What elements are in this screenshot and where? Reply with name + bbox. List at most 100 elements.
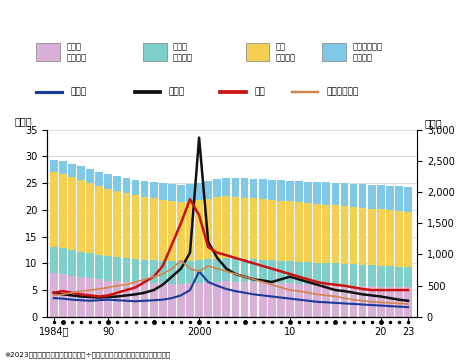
Bar: [50, 247, 58, 273]
Bar: [159, 261, 167, 283]
Bar: [168, 201, 176, 261]
Bar: [141, 283, 148, 317]
Bar: [313, 182, 321, 204]
Bar: [222, 177, 230, 196]
Bar: [395, 211, 403, 267]
Bar: [186, 283, 194, 317]
Bar: [250, 179, 257, 198]
Bar: [104, 280, 112, 317]
Bar: [377, 266, 384, 287]
Bar: [250, 198, 257, 259]
Bar: [304, 284, 312, 317]
FancyBboxPatch shape: [36, 43, 60, 61]
Bar: [141, 181, 148, 197]
Bar: [168, 184, 176, 201]
Bar: [286, 283, 294, 317]
Bar: [241, 178, 248, 198]
Bar: [95, 172, 103, 186]
Bar: [150, 283, 157, 317]
Bar: [222, 258, 230, 281]
Bar: [86, 253, 94, 278]
Bar: [295, 202, 303, 262]
Bar: [286, 181, 294, 202]
Bar: [168, 284, 176, 317]
Bar: [204, 260, 212, 282]
Bar: [77, 180, 85, 252]
Bar: [50, 273, 58, 317]
Bar: [204, 282, 212, 317]
Bar: [86, 278, 94, 317]
Bar: [268, 180, 276, 200]
Bar: [159, 283, 167, 317]
Bar: [159, 183, 167, 200]
Bar: [177, 202, 185, 261]
Bar: [113, 176, 121, 191]
Bar: [395, 267, 403, 287]
Bar: [377, 185, 384, 210]
Bar: [368, 185, 375, 208]
Bar: [250, 282, 257, 317]
Bar: [113, 257, 121, 281]
Bar: [259, 179, 266, 199]
Bar: [232, 197, 239, 258]
FancyBboxPatch shape: [322, 43, 346, 61]
Bar: [259, 199, 266, 260]
Bar: [86, 183, 94, 253]
Bar: [359, 286, 366, 317]
Bar: [286, 202, 294, 261]
Bar: [350, 184, 357, 207]
Bar: [295, 181, 303, 202]
Bar: [386, 266, 394, 287]
Bar: [313, 284, 321, 317]
Bar: [232, 178, 239, 197]
Text: 中学校: 中学校: [169, 87, 185, 96]
Bar: [95, 186, 103, 255]
Bar: [141, 197, 148, 260]
Bar: [77, 277, 85, 317]
Bar: [213, 258, 221, 282]
Bar: [50, 159, 58, 172]
Bar: [386, 210, 394, 266]
Bar: [350, 264, 357, 285]
Bar: [186, 202, 194, 261]
Bar: [331, 206, 339, 264]
Bar: [113, 191, 121, 257]
Bar: [104, 256, 112, 280]
Bar: [341, 184, 348, 206]
Bar: [313, 262, 321, 284]
Text: 小学校
志願者数: 小学校 志願者数: [66, 42, 86, 62]
Text: （倍）: （倍）: [14, 116, 32, 126]
Bar: [377, 287, 384, 317]
Bar: [331, 285, 339, 317]
Bar: [368, 208, 375, 265]
Bar: [132, 180, 139, 195]
Bar: [386, 287, 394, 317]
Bar: [404, 267, 412, 288]
Bar: [150, 260, 157, 283]
Bar: [68, 163, 76, 177]
Bar: [359, 184, 366, 208]
Bar: [59, 248, 67, 274]
Bar: [341, 285, 348, 317]
Bar: [195, 183, 203, 201]
Bar: [159, 200, 167, 261]
Bar: [295, 262, 303, 284]
Bar: [259, 283, 266, 317]
Text: ※2023年度の志願倍率は（出願者数÷採用予定者数）で算出。年度は採用年度: ※2023年度の志願倍率は（出願者数÷採用予定者数）で算出。年度は採用年度: [5, 352, 171, 358]
Bar: [232, 282, 239, 317]
Bar: [322, 263, 330, 285]
Bar: [141, 260, 148, 283]
Bar: [204, 181, 212, 199]
Bar: [213, 282, 221, 317]
Bar: [213, 197, 221, 258]
Bar: [286, 261, 294, 283]
Bar: [59, 161, 67, 174]
Bar: [341, 264, 348, 285]
Bar: [268, 283, 276, 317]
Bar: [350, 285, 357, 317]
Bar: [95, 279, 103, 317]
Bar: [95, 255, 103, 279]
Bar: [123, 193, 130, 258]
Bar: [132, 259, 139, 283]
Bar: [322, 183, 330, 204]
